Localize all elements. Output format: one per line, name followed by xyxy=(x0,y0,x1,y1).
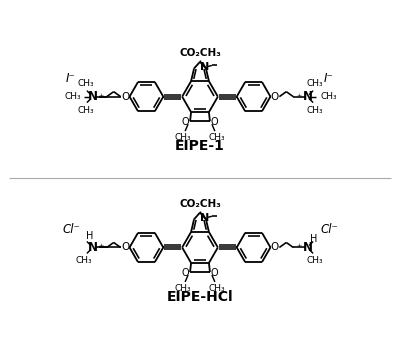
Text: CH₃: CH₃ xyxy=(76,256,92,265)
Text: $^+$: $^+$ xyxy=(97,243,105,252)
Text: CH₃: CH₃ xyxy=(208,133,225,142)
Text: O: O xyxy=(122,91,130,102)
Text: O: O xyxy=(211,117,218,127)
Text: Cl⁻: Cl⁻ xyxy=(62,223,80,236)
Text: I⁻: I⁻ xyxy=(324,72,334,85)
Text: H: H xyxy=(86,230,94,241)
Text: CO₂CH₃: CO₂CH₃ xyxy=(179,199,221,209)
Text: CH₃: CH₃ xyxy=(78,106,94,115)
Text: CH₃: CH₃ xyxy=(307,79,324,88)
Text: CH₃: CH₃ xyxy=(78,79,94,88)
Text: O: O xyxy=(122,242,130,252)
Text: $^+$: $^+$ xyxy=(97,92,105,101)
Text: $\mathregular{N}$: $\mathregular{N}$ xyxy=(302,90,313,103)
Text: H: H xyxy=(310,235,318,245)
Text: O: O xyxy=(211,268,218,278)
Text: O: O xyxy=(270,242,278,252)
Text: CH₃: CH₃ xyxy=(307,256,324,265)
Text: CH₃: CH₃ xyxy=(64,92,81,101)
Text: $^+$: $^+$ xyxy=(295,243,303,252)
Text: O: O xyxy=(182,268,189,278)
Text: CH₃: CH₃ xyxy=(175,284,192,293)
Text: $\mathregular{N}$: $\mathregular{N}$ xyxy=(87,241,98,254)
Text: N: N xyxy=(200,62,210,73)
Text: Cl⁻: Cl⁻ xyxy=(320,223,338,236)
Text: CO₂CH₃: CO₂CH₃ xyxy=(179,48,221,58)
Text: CH₃: CH₃ xyxy=(307,106,324,115)
Text: O: O xyxy=(182,117,189,127)
Text: EIPE-HCl: EIPE-HCl xyxy=(167,290,233,304)
Text: CH₃: CH₃ xyxy=(175,133,192,142)
Text: N: N xyxy=(200,213,210,223)
Text: EIPE-1: EIPE-1 xyxy=(175,139,225,153)
Text: O: O xyxy=(270,91,278,102)
Text: $^+$: $^+$ xyxy=(295,92,303,101)
Text: I⁻: I⁻ xyxy=(66,72,76,85)
Text: $\mathregular{N}$: $\mathregular{N}$ xyxy=(302,241,313,254)
Text: CH₃: CH₃ xyxy=(320,92,337,101)
Text: $\mathregular{N}$: $\mathregular{N}$ xyxy=(87,90,98,103)
Text: CH₃: CH₃ xyxy=(208,284,225,293)
